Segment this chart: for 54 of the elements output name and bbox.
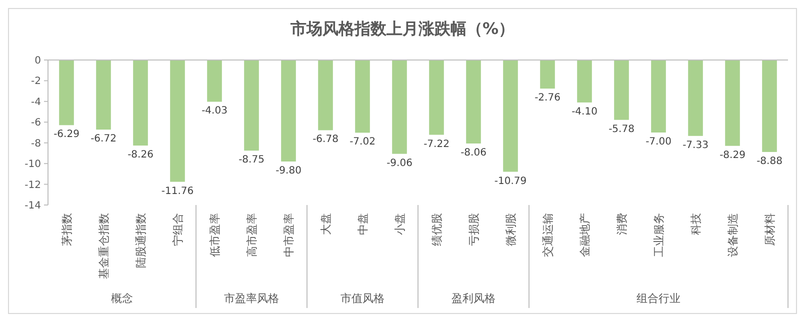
x-axis-title: 组合行业 bbox=[636, 292, 680, 305]
data-label: -7.00 bbox=[646, 136, 672, 148]
data-label: -5.78 bbox=[608, 124, 634, 135]
y-tick-label: -12 bbox=[24, 180, 41, 191]
data-label: -7.22 bbox=[424, 138, 450, 150]
x-tick-label: 微利股 bbox=[504, 213, 518, 246]
y-tick-label: -8 bbox=[31, 138, 41, 150]
y-tick-label: -6 bbox=[31, 118, 41, 129]
x-tick-label: 设备制造 bbox=[726, 213, 740, 257]
data-label: -11.76 bbox=[161, 186, 194, 197]
y-tick-label: -2 bbox=[31, 76, 41, 88]
data-label: -9.06 bbox=[386, 158, 412, 169]
x-tick-label: 宁组合 bbox=[172, 213, 184, 246]
y-tick-label: -10 bbox=[24, 159, 41, 170]
x-tick-label: 茅指数 bbox=[60, 213, 74, 246]
data-label: -6.72 bbox=[90, 134, 116, 145]
x-axis-title: 盈利风格 bbox=[452, 292, 496, 305]
data-label: -8.88 bbox=[756, 156, 782, 167]
x-tick-label: 中盘 bbox=[356, 213, 370, 235]
x-axis-title: 市盈率风格 bbox=[224, 292, 279, 305]
text: 市场风格指数上月涨跌幅（%） bbox=[289, 19, 515, 38]
x-tick-label: 中市盈率 bbox=[282, 213, 296, 257]
data-label: -8.26 bbox=[128, 150, 154, 161]
data-label: -7.33 bbox=[682, 140, 708, 151]
x-tick-label: 工业服务 bbox=[652, 213, 666, 257]
x-tick-label: 交通运输 bbox=[542, 213, 554, 257]
data-label: -8.29 bbox=[720, 150, 746, 161]
data-label: -10.79 bbox=[494, 176, 527, 187]
x-tick-label: 低市盈率 bbox=[208, 213, 222, 257]
data-label: -6.29 bbox=[54, 129, 80, 140]
x-tick-label: 绩优股 bbox=[430, 213, 444, 246]
x-tick-label: 陆股通指数 bbox=[134, 213, 148, 268]
data-label: -2.76 bbox=[534, 92, 560, 104]
data-label: -8.75 bbox=[238, 154, 264, 166]
y-tick-label: 0 bbox=[34, 56, 41, 66]
x-tick-label: 亏损股 bbox=[468, 213, 480, 246]
x-tick-label: 大盘 bbox=[320, 213, 332, 235]
data-label: -6.78 bbox=[312, 134, 338, 146]
x-axis-title: 概念 bbox=[111, 292, 133, 305]
x-axis-title: 市值风格 bbox=[340, 292, 384, 305]
x-tick-label: 小盘 bbox=[394, 213, 406, 235]
x-tick-label: 原材料 bbox=[764, 213, 776, 246]
data-label: -9.80 bbox=[276, 166, 302, 176]
y-tick-label: -4 bbox=[31, 96, 41, 108]
y-tick-label: -14 bbox=[24, 200, 41, 212]
x-tick-label: 科技 bbox=[690, 213, 702, 235]
data-label: -8.06 bbox=[460, 147, 486, 158]
x-tick-label: 金融地产 bbox=[578, 213, 592, 257]
x-tick-label: 消费 bbox=[616, 213, 628, 235]
x-tick-label: 高市盈率 bbox=[246, 213, 258, 257]
x-tick-label: 基金重仓指数 bbox=[98, 213, 110, 279]
data-label: -4.03 bbox=[202, 106, 228, 117]
data-label: -7.02 bbox=[350, 136, 376, 148]
data-label: -4.10 bbox=[572, 106, 598, 118]
